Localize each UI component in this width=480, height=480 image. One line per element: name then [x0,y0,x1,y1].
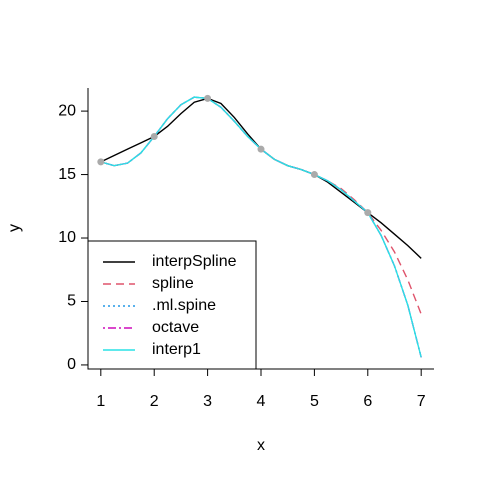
x-tick-label: 7 [417,393,426,410]
x-tick-label: 5 [310,393,319,410]
y-tick-label: 5 [67,293,76,310]
data-point [257,145,265,153]
series-line [100,97,422,259]
data-point [310,171,318,179]
y-axis-label: y [6,224,23,232]
data-point [150,132,158,140]
data-point [204,94,212,102]
x-tick-label: 3 [203,393,212,410]
y-tick-label: 0 [67,356,76,373]
x-tick-label: 2 [150,393,159,410]
x-tick-label: 4 [257,393,266,410]
x-tick-label: 1 [96,393,105,410]
data-point [364,209,372,217]
x-axis-label: x [257,437,265,454]
legend-label: spline [152,275,194,292]
y-tick-label: 10 [58,229,76,246]
legend-label: interpSpline [152,253,237,270]
y-tick-label: 20 [58,102,76,119]
legend-label: octave [152,319,199,336]
x-tick-label: 6 [363,393,372,410]
y-tick-label: 15 [58,166,76,183]
legend-label: interp1 [152,341,201,358]
data-point [97,158,105,166]
legend-label: .ml.spine [152,297,216,314]
